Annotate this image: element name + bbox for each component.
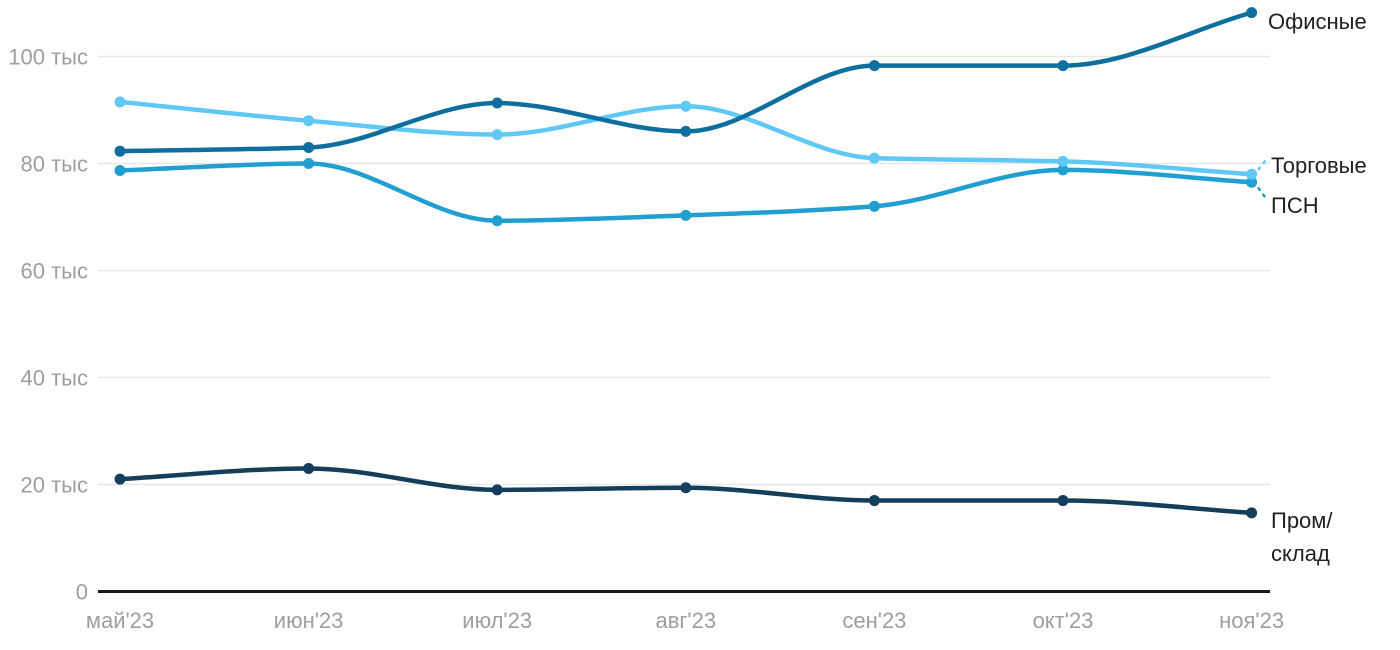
data-point-ofisnye	[868, 60, 880, 72]
data-point-prom-sklad	[1057, 495, 1069, 507]
data-point-torgovye	[1057, 155, 1069, 167]
x-tick-label: июн'23	[274, 608, 344, 633]
data-point-psn	[1246, 176, 1258, 188]
data-point-torgovye	[303, 115, 315, 127]
data-point-prom-sklad	[303, 462, 315, 474]
data-point-psn	[491, 215, 503, 227]
data-point-torgovye	[491, 129, 503, 141]
data-point-prom-sklad	[491, 484, 503, 496]
data-point-torgovye	[680, 100, 692, 112]
data-point-psn	[114, 164, 126, 176]
leader-line-torgovye	[1257, 157, 1268, 171]
x-tick-label: май'23	[86, 608, 154, 633]
data-point-torgovye	[1246, 168, 1258, 180]
x-tick-label: ноя'23	[1219, 608, 1284, 633]
data-point-prom-sklad	[868, 495, 880, 507]
data-point-ofisnye	[114, 145, 126, 157]
data-point-ofisnye	[680, 125, 692, 137]
series-label-prom-sklad: Пром/ склад	[1271, 508, 1333, 566]
data-point-torgovye	[114, 96, 126, 108]
data-point-psn	[868, 200, 880, 212]
data-point-ofisnye	[303, 141, 315, 153]
series-label-psn: ПСН	[1271, 193, 1319, 218]
data-point-torgovye	[868, 152, 880, 164]
series-label-torgovye: Торговые	[1271, 153, 1367, 178]
y-tick-label: 20 тыс	[21, 473, 88, 498]
x-tick-label: июл'23	[462, 608, 532, 633]
data-point-psn	[1057, 164, 1069, 176]
y-tick-label: 0	[76, 580, 88, 605]
data-point-ofisnye	[1057, 60, 1069, 72]
data-point-prom-sklad	[1246, 507, 1258, 519]
y-tick-label: 100 тыс	[8, 45, 88, 70]
data-point-psn	[680, 209, 692, 221]
data-point-prom-sklad	[114, 473, 126, 485]
data-point-ofisnye	[491, 97, 503, 109]
y-tick-label: 40 тыс	[21, 366, 88, 391]
leader-line-psn	[1257, 186, 1268, 201]
x-tick-label: окт'23	[1033, 608, 1094, 633]
x-tick-label: сен'23	[842, 608, 906, 633]
data-point-prom-sklad	[680, 482, 692, 494]
y-tick-label: 80 тыс	[21, 152, 88, 177]
y-tick-label: 60 тыс	[21, 259, 88, 284]
series-label-ofisnye: Офисные	[1268, 9, 1367, 34]
data-point-psn	[303, 158, 315, 169]
data-point-ofisnye	[1246, 7, 1258, 19]
x-tick-label: авг'23	[655, 608, 716, 633]
